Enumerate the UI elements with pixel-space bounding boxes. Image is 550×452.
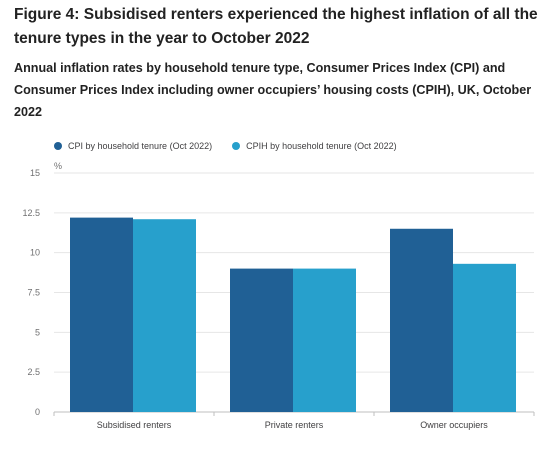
x-category-label: Owner occupiers	[420, 420, 488, 430]
legend-label-cpi: CPI by household tenure (Oct 2022)	[68, 141, 213, 151]
legend-item-cpi: CPI by household tenure (Oct 2022)	[54, 141, 212, 151]
legend: CPI by household tenure (Oct 2022) CPIH …	[54, 141, 417, 151]
y-tick-label: 7.5	[27, 288, 40, 298]
bar-cpih	[453, 263, 516, 412]
bar-cpi	[70, 217, 133, 412]
legend-swatch-cpi	[54, 142, 62, 150]
bar-cpih	[293, 268, 356, 412]
x-category-label: Subsidised renters	[97, 420, 172, 430]
legend-swatch-cpih	[232, 142, 241, 150]
y-tick-label: 0	[35, 407, 40, 417]
y-tick-label: 2.5	[27, 367, 40, 377]
x-category-label: Private renters	[265, 420, 324, 430]
legend-item-cpih: CPIH by household tenure (Oct 2022)	[232, 141, 397, 151]
bar-cpi	[230, 268, 293, 412]
chart-subtitle: Annual inflation rates by household tenu…	[14, 61, 532, 119]
y-tick-label: 15	[30, 168, 40, 178]
chart-title: Figure 4: Subsidised renters experienced…	[14, 6, 538, 47]
y-axis-unit: %	[54, 161, 62, 171]
legend-label-cpih: CPIH by household tenure (Oct 2022)	[246, 141, 397, 151]
y-tick-label: 5	[35, 327, 40, 337]
y-tick-label: 12.5	[22, 208, 40, 218]
bar-cpih	[133, 219, 196, 412]
y-tick-label: 10	[30, 248, 40, 258]
bar-cpi	[390, 228, 453, 412]
